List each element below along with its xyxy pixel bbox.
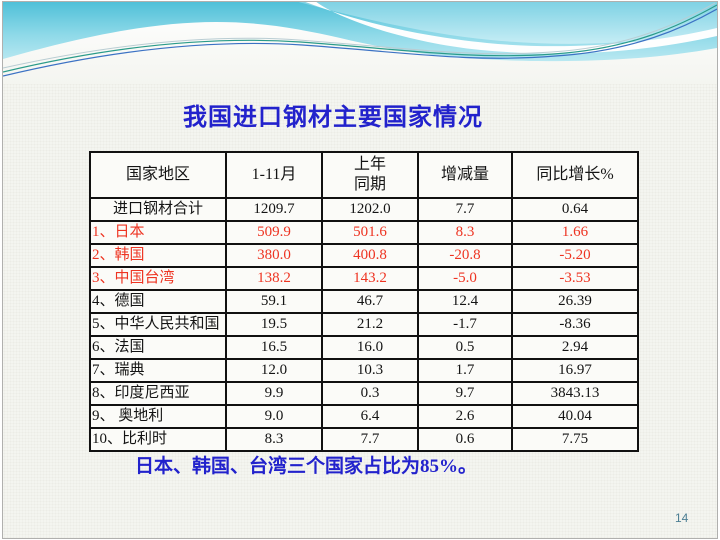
footer-note-suffix: 。: [458, 456, 478, 477]
table-row: 5、中华人民共和国 19.5 21.2 -1.7 -8.36: [89, 312, 639, 337]
row-value: 138.2: [225, 266, 323, 291]
row-value: 1.66: [511, 220, 639, 245]
table-row: 7、瑞典 12.0 10.3 1.7 16.97: [89, 358, 639, 383]
row-value: 509.9: [225, 220, 323, 245]
row-value: 7.75: [511, 427, 639, 452]
row-value: 10.3: [321, 358, 419, 383]
row-value: 7.7: [417, 197, 513, 222]
row-value: 2.6: [417, 404, 513, 429]
column-header: 上年 同期: [321, 151, 419, 199]
row-value: 8.3: [417, 220, 513, 245]
footer-note-prefix: 日本、韩国、台湾三个国家占比为: [135, 456, 421, 477]
row-label: 4、德国: [89, 289, 227, 314]
table-body: 国家地区 1-11月 上年 同期 增减量 同比增长% 进口钢材合计 1209.7 1202.…: [89, 151, 639, 452]
row-value: 12.0: [225, 358, 323, 383]
table-row: 2、韩国 380.0 400.8 -20.8 -5.20: [89, 243, 639, 268]
row-value: 0.6: [417, 427, 513, 452]
wave-decoration-icon: [3, 2, 717, 84]
column-header: 同比增长%: [511, 151, 639, 199]
table-row: 1、日本 509.9 501.6 8.3 1.66: [89, 220, 639, 245]
row-value: 40.04: [511, 404, 639, 429]
column-header: 增减量: [417, 151, 513, 199]
row-value: 1209.7: [225, 197, 323, 222]
row-value: 9.7: [417, 381, 513, 406]
table-header-row: 国家地区 1-11月 上年 同期 增减量 同比增长%: [89, 151, 639, 199]
table-row: 8、印度尼西亚 9.9 0.3 9.7 3843.13: [89, 381, 639, 406]
row-value: 1.7: [417, 358, 513, 383]
table-row: 10、比利时 8.3 7.7 0.6 7.75: [89, 427, 639, 452]
row-label: 8、印度尼西亚: [89, 381, 227, 406]
row-value: 0.5: [417, 335, 513, 360]
imports-table: 国家地区 1-11月 上年 同期 增减量 同比增长% 进口钢材合计 1209.7 1202.…: [89, 151, 639, 452]
row-value: 12.4: [417, 289, 513, 314]
row-value: 380.0: [225, 243, 323, 268]
row-value: -8.36: [511, 312, 639, 337]
page-number: 14: [675, 511, 689, 525]
column-header: 1-11月: [225, 151, 323, 199]
row-value: -20.8: [417, 243, 513, 268]
row-value: 7.7: [321, 427, 419, 452]
row-value: 1202.0: [321, 197, 419, 222]
row-value: 59.1: [225, 289, 323, 314]
table-row: 3、中国台湾 138.2 143.2 -5.0 -3.53: [89, 266, 639, 291]
row-value: 3843.13: [511, 381, 639, 406]
row-value: 16.0: [321, 335, 419, 360]
table-row: 4、德国 59.1 46.7 12.4 26.39: [89, 289, 639, 314]
row-value: 0.64: [511, 197, 639, 222]
row-value: 0.3: [321, 381, 419, 406]
row-value: 8.3: [225, 427, 323, 452]
row-value: 16.5: [225, 335, 323, 360]
row-label: 9、 奥地利: [89, 404, 227, 429]
row-value: 9.0: [225, 404, 323, 429]
footer-note: 日本、韩国、台湾三个国家占比为85%。: [135, 451, 477, 478]
row-label: 进口钢材合计: [89, 197, 227, 222]
row-label: 10、比利时: [89, 427, 227, 452]
slide-title: 我国进口钢材主要国家情况: [183, 104, 483, 131]
row-label: 5、中华人民共和国: [89, 312, 227, 337]
row-value: -3.53: [511, 266, 639, 291]
row-value: 9.9: [225, 381, 323, 406]
column-header: 国家地区: [89, 151, 227, 199]
row-value: 143.2: [321, 266, 419, 291]
row-value: 19.5: [225, 312, 323, 337]
row-label: 6、法国: [89, 335, 227, 360]
row-value: 21.2: [321, 312, 419, 337]
row-value: 2.94: [511, 335, 639, 360]
row-value: 400.8: [321, 243, 419, 268]
row-value: -1.7: [417, 312, 513, 337]
row-value: -5.0: [417, 266, 513, 291]
row-value: 6.4: [321, 404, 419, 429]
row-value: 46.7: [321, 289, 419, 314]
footer-note-percentage: 85%: [420, 456, 459, 477]
table-row: 6、法国 16.5 16.0 0.5 2.94: [89, 335, 639, 360]
row-label: 3、中国台湾: [89, 266, 227, 291]
row-label: 7、瑞典: [89, 358, 227, 383]
row-value: 26.39: [511, 289, 639, 314]
row-value: -5.20: [511, 243, 639, 268]
row-value: 501.6: [321, 220, 419, 245]
table-row: 9、 奥地利 9.0 6.4 2.6 40.04: [89, 404, 639, 429]
row-value: 16.97: [511, 358, 639, 383]
table-row: 进口钢材合计 1209.7 1202.0 7.7 0.64: [89, 197, 639, 222]
row-label: 1、日本: [89, 220, 227, 245]
row-label: 2、韩国: [89, 243, 227, 268]
